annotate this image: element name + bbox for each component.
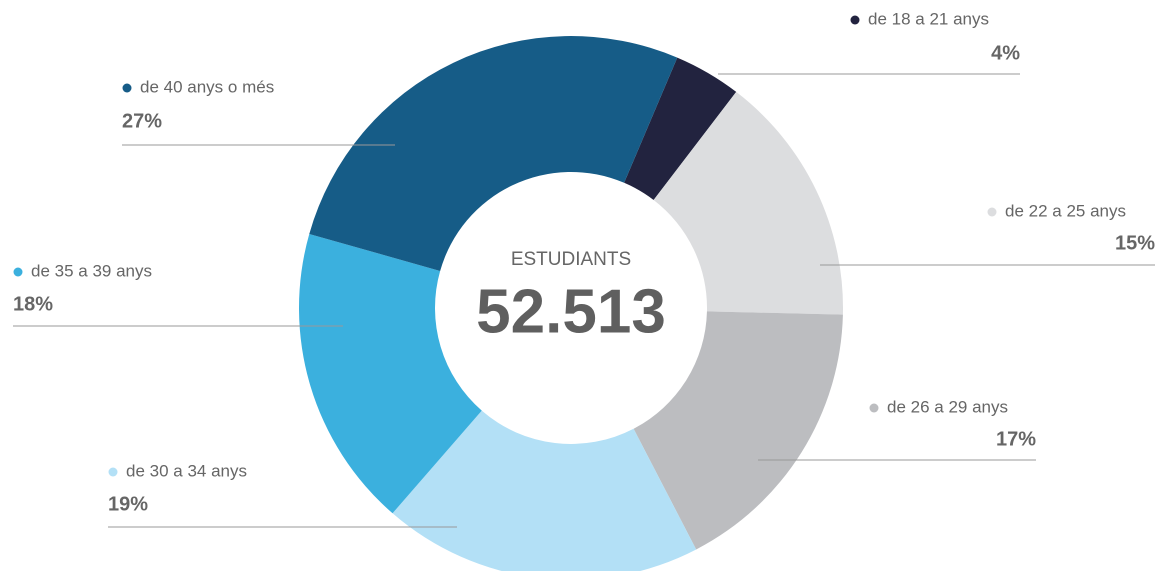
- donut-segment: [392, 410, 697, 571]
- value-label: 27%: [122, 110, 162, 132]
- donut-segment: [633, 311, 843, 550]
- category-label: de 40 anys o més: [140, 77, 274, 96]
- legend-dot: [13, 267, 23, 277]
- legend-dot: [987, 207, 997, 217]
- category-label: de 35 a 39 anys: [31, 261, 152, 280]
- donut-segment: [624, 57, 737, 200]
- category-label: de 22 a 25 anys: [1005, 201, 1126, 220]
- value-label: 17%: [996, 428, 1036, 450]
- legend-dot: [850, 15, 860, 25]
- value-label: 15%: [1115, 232, 1155, 254]
- category-label: de 26 a 29 anys: [887, 397, 1008, 416]
- value-label: 18%: [13, 293, 53, 315]
- legend-dot: [869, 403, 879, 413]
- category-label: de 18 a 21 anys: [868, 9, 989, 28]
- donut-segment: [653, 91, 844, 315]
- category-label: de 30 a 34 anys: [126, 461, 247, 480]
- donut-segment: [299, 233, 482, 514]
- donut-segment: [309, 35, 678, 271]
- center-value: 52.513: [476, 277, 666, 346]
- value-label: 4%: [991, 42, 1020, 64]
- legend-dot: [108, 467, 118, 477]
- legend-dot: [122, 83, 132, 93]
- center-title: ESTUDIANTS: [511, 249, 631, 270]
- value-label: 19%: [108, 493, 148, 515]
